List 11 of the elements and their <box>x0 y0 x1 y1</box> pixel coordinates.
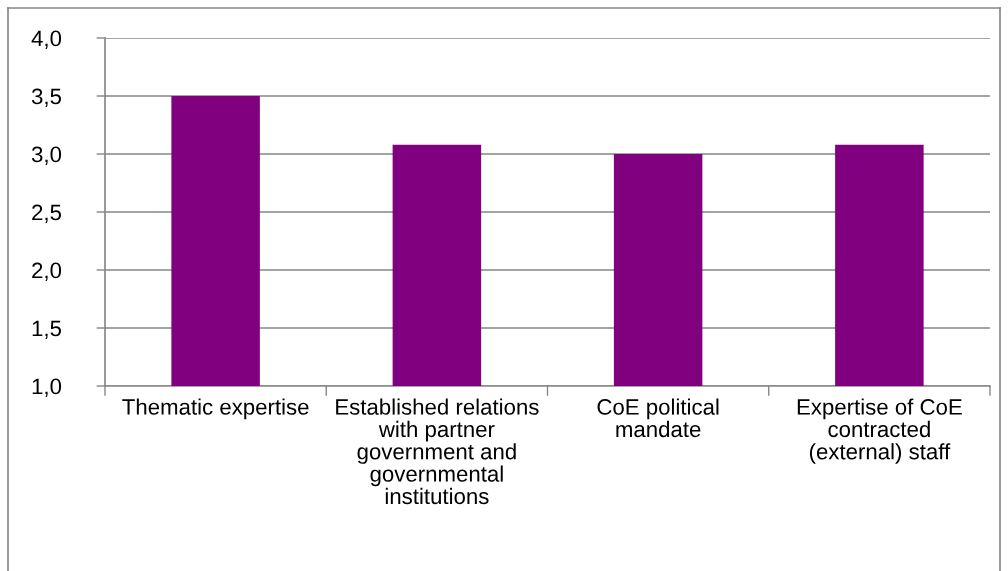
x-tick-label: CoE political mandate <box>597 398 719 438</box>
y-tick-label: 3,5 <box>31 88 62 107</box>
y-tick-label: 3,0 <box>31 146 62 165</box>
y-tick-label: 2,0 <box>32 262 62 281</box>
x-tick-label: Thematic expertise <box>122 398 309 420</box>
y-tick-label: 1,0 <box>32 378 62 397</box>
x-tick-label: Expertise of CoE contracted (external) staff <box>797 398 962 464</box>
y-tick-label: 2,5 <box>32 204 62 223</box>
x-tick-label: Established relations with partner government and governmental institutions <box>336 398 539 505</box>
y-tick-label: 1,5 <box>32 320 62 339</box>
y-tick-label: 4,0 <box>31 30 62 49</box>
